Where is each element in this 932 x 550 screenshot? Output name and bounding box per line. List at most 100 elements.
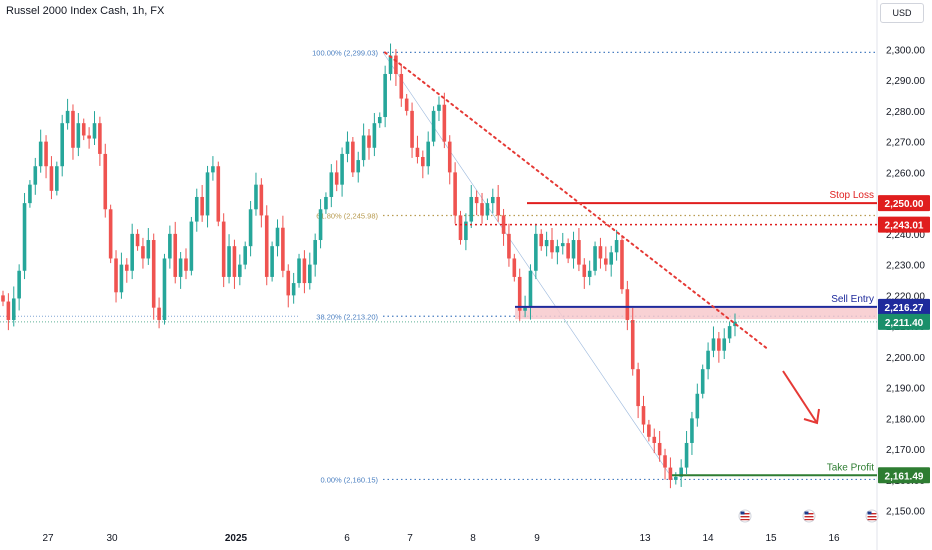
- bearish-arrowhead: [803, 408, 820, 425]
- candle-body: [281, 227, 285, 271]
- candle-body: [560, 243, 565, 247]
- candle: [114, 250, 118, 303]
- candle: [361, 123, 366, 167]
- candle-body: [539, 233, 544, 247]
- candle-body: [394, 55, 398, 74]
- level-price-label: 2,216.27: [885, 303, 924, 314]
- candle: [221, 213, 226, 288]
- candle-body: [189, 221, 194, 271]
- candle-body: [243, 246, 248, 265]
- candle: [351, 137, 355, 177]
- candle-body: [577, 240, 581, 265]
- us-flag-icon: [738, 509, 752, 523]
- candle: [620, 235, 624, 294]
- x-tick-label: 30: [106, 533, 118, 544]
- candle-body: [11, 298, 16, 320]
- candle: [71, 104, 75, 160]
- candle-body: [146, 240, 151, 259]
- level-name-label: Stop Loss: [830, 190, 874, 201]
- y-tick-label: 2,270.00: [886, 138, 925, 149]
- candle-body: [340, 153, 344, 185]
- candle-body: [534, 233, 538, 271]
- candle: [733, 313, 737, 337]
- candle-body: [216, 166, 221, 222]
- candle-body: [221, 221, 226, 277]
- trendline: [384, 51, 820, 425]
- level-name-label: Take Profit: [827, 462, 874, 473]
- candle-body: [307, 264, 312, 284]
- candle-body: [264, 215, 269, 277]
- y-tick-label: 2,170.00: [886, 445, 925, 456]
- candle-body: [55, 166, 59, 191]
- candle: [76, 113, 81, 157]
- x-tick-label: 7: [407, 533, 413, 544]
- candle: [421, 150, 425, 179]
- candle: [238, 254, 242, 286]
- candle: [302, 250, 307, 294]
- candle: [717, 331, 721, 363]
- candle: [178, 252, 183, 289]
- candle: [367, 129, 371, 160]
- candle: [28, 180, 32, 208]
- candle: [377, 112, 382, 128]
- flag-canton: [740, 511, 745, 515]
- candle: [485, 198, 490, 221]
- y-tick-label: 2,150.00: [886, 507, 925, 518]
- candle: [727, 321, 732, 344]
- candle: [679, 459, 683, 487]
- y-tick-label: 2,300.00: [886, 45, 925, 56]
- candle-body: [33, 166, 38, 185]
- candle: [426, 131, 431, 175]
- flag-stripe: [867, 519, 877, 521]
- x-tick-label: 13: [639, 533, 651, 544]
- candle: [108, 204, 113, 264]
- candle-body: [157, 307, 161, 320]
- candle: [507, 223, 511, 267]
- candle-body: [528, 270, 533, 308]
- y-tick-label: 2,220.00: [886, 291, 925, 302]
- level-price-label: 2,161.49: [885, 471, 924, 482]
- candle: [92, 111, 97, 146]
- y-tick-label: 2,180.00: [886, 414, 925, 425]
- x-tick-label: 6: [344, 533, 350, 544]
- candle-body: [388, 55, 393, 74]
- candle: [464, 213, 468, 251]
- candle-body: [517, 276, 522, 311]
- candle-body: [727, 326, 732, 339]
- candle-body: [625, 289, 630, 320]
- candle-body: [184, 258, 188, 271]
- y-tick-label: 2,260.00: [886, 168, 925, 179]
- candle-body: [512, 258, 517, 277]
- candle: [582, 258, 587, 289]
- candle: [124, 258, 129, 283]
- candle-body: [641, 406, 646, 425]
- candle: [447, 135, 452, 185]
- candle-body: [598, 246, 603, 259]
- flag-stripe: [740, 513, 750, 515]
- candle-body: [367, 135, 371, 148]
- candle: [119, 252, 124, 299]
- fib-level-label: 61.80% (2,245.98): [316, 211, 378, 220]
- candle-body: [604, 258, 608, 265]
- candle-body: [447, 141, 452, 173]
- candle-body: [297, 258, 301, 284]
- candles: [1, 43, 737, 489]
- candle: [555, 239, 560, 265]
- candle: [135, 229, 140, 251]
- candle: [44, 135, 48, 179]
- candle: [173, 221, 178, 284]
- y-tick-label: 2,280.00: [886, 107, 925, 118]
- currency-selector[interactable]: USD: [880, 3, 924, 23]
- candle: [184, 248, 188, 280]
- candle: [259, 178, 264, 228]
- candle-body: [254, 184, 258, 210]
- candle-body: [571, 240, 576, 259]
- candle: [630, 307, 635, 376]
- candle-body: [620, 240, 624, 290]
- candle: [442, 92, 447, 149]
- candle: [593, 241, 597, 276]
- candle-body: [700, 369, 705, 394]
- candle-body: [550, 240, 554, 253]
- candle: [200, 184, 204, 222]
